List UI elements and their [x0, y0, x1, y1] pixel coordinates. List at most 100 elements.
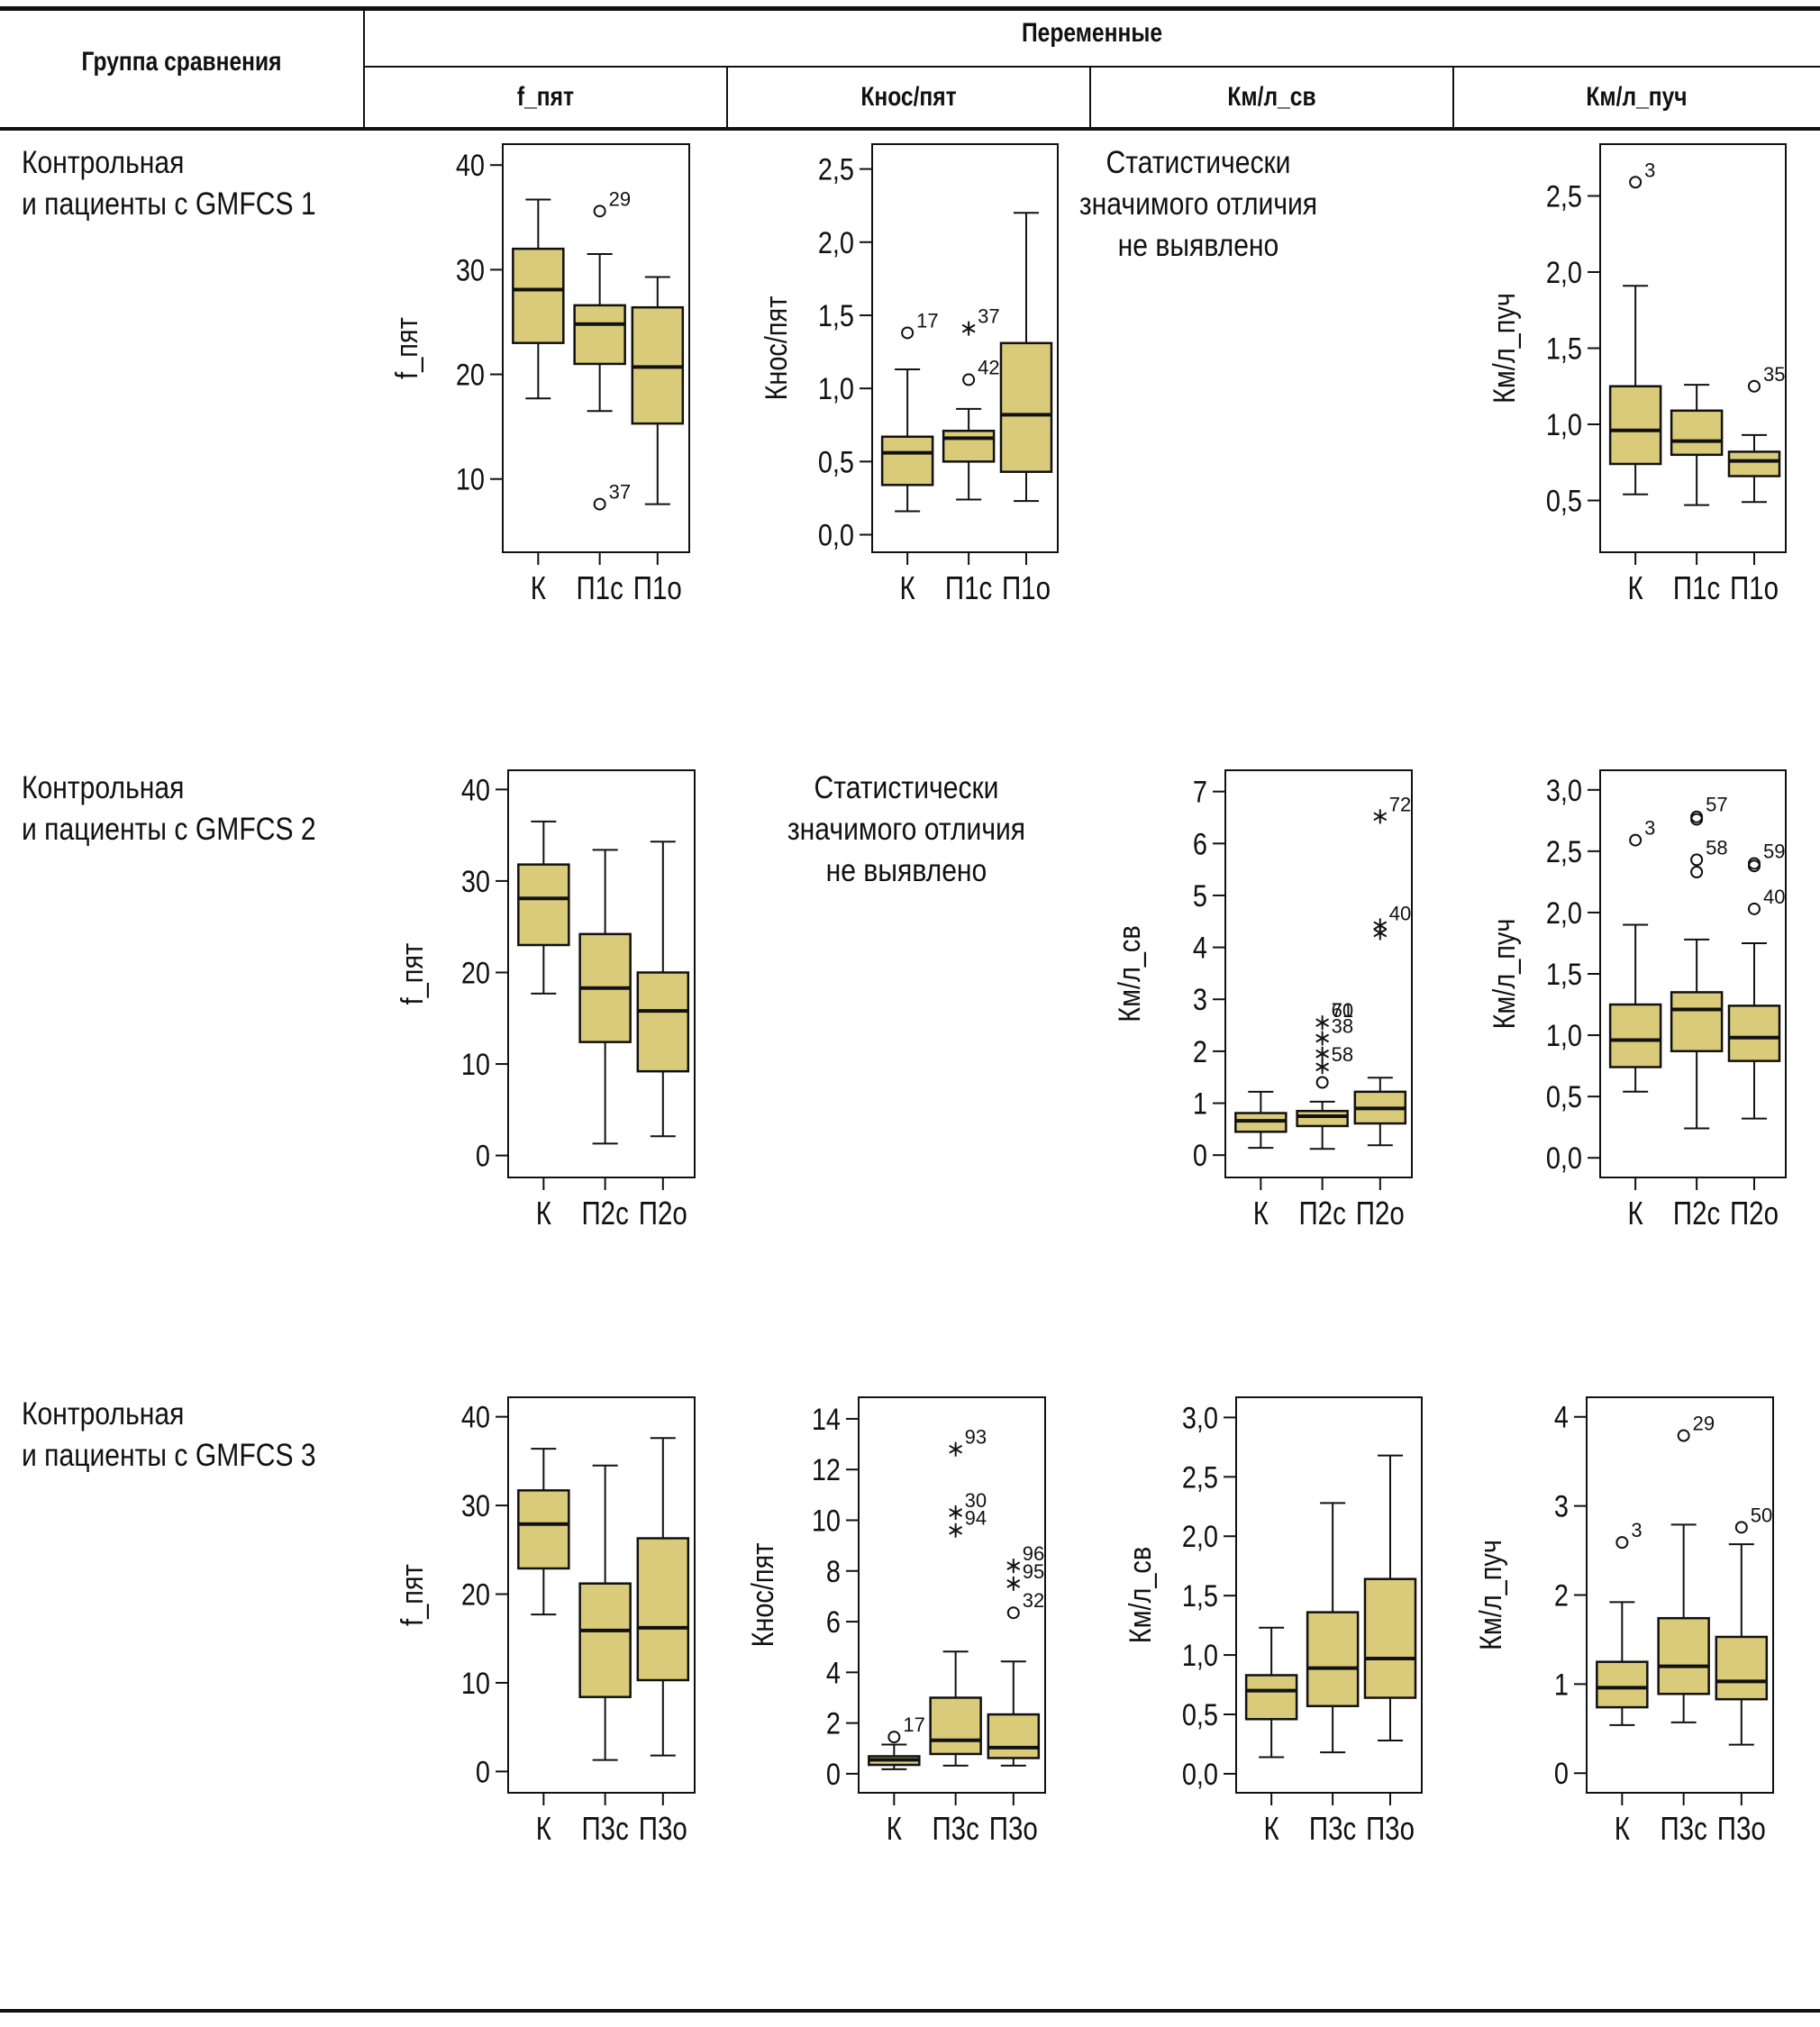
x-tick-label: К	[1264, 1810, 1279, 1846]
iqr-box	[1670, 409, 1724, 457]
header-variable-knos-pyat: Кнос/пят	[860, 82, 957, 112]
y-tick-label: 2,0	[1182, 1519, 1218, 1554]
header-variables-title: Переменные	[1021, 18, 1163, 48]
x-tick-label: П2с	[581, 1195, 628, 1231]
header-divider-1	[363, 11, 365, 127]
box-К: 3	[1608, 159, 1662, 495]
header-bottom-rule	[0, 127, 1820, 131]
outlier-label: 57	[1706, 794, 1727, 816]
y-tick-label: 2,5	[1546, 178, 1582, 214]
outlier-label: 61	[1332, 999, 1353, 1022]
row-label-line2: и пациенты с GMFCS 1	[22, 186, 316, 222]
box-П2о: 59 40	[1727, 840, 1785, 1120]
iqr-box	[1363, 1577, 1417, 1699]
box-К	[517, 820, 570, 995]
box-К	[512, 198, 565, 400]
outlier-label: 35	[1763, 363, 1785, 386]
y-tick-label: 4	[1554, 1400, 1569, 1435]
box-К	[1244, 1626, 1298, 1759]
box-П1с: 29 37	[573, 187, 631, 511]
y-axis-label: f_пят	[395, 1564, 430, 1626]
box-К	[1234, 1090, 1288, 1150]
y-tick-label: 2,0	[1546, 255, 1582, 290]
boxplot-r1c4: 0,5 1,0 1,5 2,0 2,5 Км/л_пуч К 3 П1с П1о 35	[1487, 143, 1787, 606]
x-tick-label: П3о	[1717, 1810, 1766, 1846]
header-divider-3	[1089, 68, 1091, 127]
y-tick-label: 3	[1193, 982, 1207, 1017]
plot-frame	[502, 143, 690, 553]
outlier-label: 29	[1693, 1413, 1715, 1435]
note-line: не выявлено	[1117, 228, 1279, 263]
iqr-box	[573, 304, 626, 366]
y-tick-label: 0,5	[1546, 483, 1582, 518]
outlier-label: 58	[1706, 836, 1727, 859]
x-tick-label: П1о	[633, 569, 682, 605]
y-tick-label: 14	[812, 1402, 841, 1437]
boxplot-r2c1: 0 10 20 30 40 f_пят К П2с П2о	[395, 769, 696, 1232]
outlier-circle	[962, 373, 976, 386]
x-tick-label: К	[1628, 1195, 1643, 1231]
box-П3о: 50	[1715, 1504, 1772, 1746]
iqr-box	[929, 1696, 982, 1756]
y-axis-label: Км/л_пуч	[1487, 293, 1522, 404]
box-П3о	[1363, 1454, 1417, 1741]
iqr-box	[1670, 991, 1724, 1053]
boxplot-r2c4: 0,0 0,5 1,0 1,5 2,0 2,5 3,0 Км/л_пуч К 3 П2с 57 58 П2…	[1487, 769, 1787, 1232]
y-tick-label: 2	[1193, 1034, 1207, 1069]
iqr-box	[1727, 450, 1781, 477]
y-tick-label: 1,0	[1546, 1018, 1582, 1053]
y-tick-label: 30	[456, 252, 485, 287]
x-tick-label: К	[536, 1810, 551, 1846]
y-tick-label: 2,0	[818, 225, 854, 260]
outlier-label: 30	[965, 1489, 987, 1512]
outlier-star	[1373, 928, 1388, 938]
y-tick-label: 1,0	[1182, 1638, 1218, 1673]
iqr-box	[1306, 1611, 1360, 1708]
x-tick-label: К	[1615, 1810, 1630, 1846]
x-tick-label: П1о	[1002, 569, 1051, 605]
box-П2с	[578, 849, 632, 1145]
note-line: Статистически	[814, 770, 999, 805]
header-variable-kml-puch: Км/л_пуч	[1586, 82, 1688, 112]
boxplot-r3c4: 0 1 2 3 4 Км/л_пуч К 3 П3с 29 П3о 50	[1473, 1396, 1774, 1847]
y-tick-label: 1,0	[1546, 407, 1582, 442]
outlier-star	[1315, 1049, 1330, 1059]
y-tick-label: 0,5	[1182, 1697, 1218, 1732]
y-tick-label: 2,5	[1182, 1459, 1218, 1495]
boxplot-r1c1: 10 20 30 40 f_пят К П1с 29 37 П1о	[389, 143, 690, 606]
note-line: значимого отличия	[787, 812, 1026, 847]
plot-frame	[1586, 1396, 1774, 1794]
iqr-box	[1727, 1004, 1781, 1062]
outlier-label: 17	[903, 1713, 924, 1736]
x-tick-label: П3с	[932, 1810, 978, 1846]
header-divider-2	[726, 68, 728, 127]
outlier-circle	[1747, 859, 1761, 873]
y-tick-label: 5	[1193, 878, 1207, 914]
y-axis-label: f_пят	[395, 943, 430, 1005]
iqr-box	[636, 971, 690, 1073]
y-tick-label: 3	[1554, 1488, 1569, 1523]
outlier-label: 37	[609, 481, 631, 504]
x-tick-label: К	[536, 1195, 551, 1231]
no-difference-note-row2-knos-pyat: Статистически значимого отличия не выявл…	[751, 768, 1061, 892]
y-tick-label: 0	[1554, 1756, 1569, 1791]
row-label-gmfcs-1: Контрольная и пациенты с GMFCS 1	[22, 142, 316, 225]
outlier-circle	[1315, 1076, 1329, 1089]
y-tick-label: 40	[461, 1399, 490, 1434]
y-tick-label: 30	[461, 864, 490, 899]
outlier-label: 38	[1332, 1014, 1353, 1037]
outlier-star	[1006, 1561, 1021, 1571]
x-tick-label: П3с	[581, 1810, 628, 1846]
outlier-circle	[1629, 833, 1643, 847]
outlier-label: 37	[978, 305, 999, 328]
y-tick-label: 1,0	[818, 371, 854, 406]
iqr-box	[880, 435, 934, 486]
outlier-star	[1373, 812, 1388, 822]
box-П3о	[636, 1437, 690, 1757]
outlier-star	[1315, 1062, 1330, 1072]
note-line: Статистически	[1106, 145, 1291, 180]
y-tick-label: 2,5	[1546, 834, 1582, 869]
outlier-star	[949, 1444, 963, 1454]
box-К: 3	[1608, 817, 1662, 1093]
